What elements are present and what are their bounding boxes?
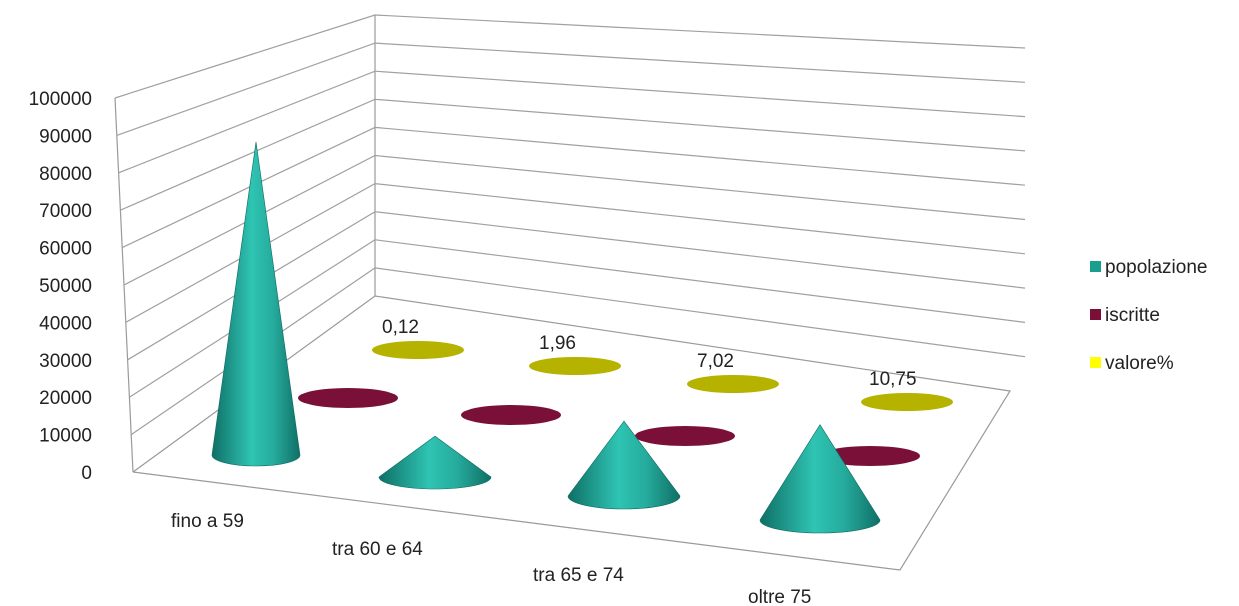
valore-data-label: 10,75: [869, 369, 917, 390]
valore-data-label: 1,96: [539, 333, 576, 354]
gridline: [114, 14, 1026, 99]
gridline: [121, 126, 1026, 249]
gridline: [123, 154, 1026, 286]
iscritte-mark: [635, 426, 735, 446]
y-tick-label: 70000: [39, 201, 92, 222]
iscritte-mark: [461, 405, 561, 425]
gridline: [116, 42, 1026, 136]
iscritte-mark: [820, 446, 920, 466]
gridline: [118, 70, 1026, 174]
y-tick-label: 20000: [39, 388, 92, 409]
valore-mark: [687, 375, 779, 393]
gridlines: [114, 14, 1026, 436]
cone-body: [211, 141, 301, 467]
gridline: [130, 267, 1026, 436]
legend-swatch-popolazione: [1090, 261, 1101, 272]
popolazione-cone: [378, 435, 492, 490]
gridline: [120, 98, 1026, 211]
valore-mark: [861, 393, 953, 411]
y-tick-label: 50000: [39, 276, 92, 297]
valore-mark: [529, 357, 621, 375]
valore-data-label: 0,12: [382, 317, 419, 338]
data-marks: [211, 141, 953, 534]
x-tick-label: tra 65 e 74: [533, 565, 624, 586]
gridline: [127, 211, 1026, 361]
y-tick-label: 40000: [39, 313, 92, 334]
iscritte-mark: [298, 388, 398, 408]
cone-body: [759, 424, 881, 534]
y-tick-label: 10000: [39, 426, 92, 447]
legend-label-valore: valore%: [1105, 353, 1174, 374]
valore-mark: [372, 341, 464, 359]
legend-label-iscritte: iscritte: [1105, 305, 1160, 326]
x-tick-label: oltre 75: [748, 587, 811, 606]
cone-body: [567, 420, 681, 510]
x-axis-tick-labels: fino a 59 tra 60 e 64 tra 65 e 74 oltre 75: [171, 511, 811, 606]
legend-swatch-valore: [1090, 357, 1101, 368]
y-tick-label: 60000: [39, 239, 92, 260]
gridline: [129, 239, 1026, 398]
y-tick-label: 30000: [39, 351, 92, 372]
legend-swatch-iscritte: [1090, 309, 1101, 320]
y-tick-label: 80000: [39, 164, 92, 185]
data-labels: 0,12 1,96 7,02 10,75: [382, 317, 917, 390]
popolazione-cone: [567, 420, 681, 510]
y-tick-label: 90000: [39, 126, 92, 147]
y-axis-tick-labels: 0 10000 20000 30000 40000 50000 60000 70000 8000…: [29, 89, 92, 484]
legend: popolazione iscritte valore%: [1090, 257, 1207, 374]
y-tick-label: 100000: [29, 89, 92, 110]
x-tick-label: fino a 59: [171, 511, 244, 532]
cone-body: [378, 435, 492, 490]
y-tick-label: 0: [81, 463, 92, 484]
popolazione-cone: [759, 424, 881, 534]
gridline: [125, 182, 1026, 323]
valore-data-label: 7,02: [697, 351, 734, 372]
x-tick-label: tra 60 e 64: [332, 539, 423, 560]
popolazione-cone: [211, 141, 301, 467]
legend-label-popolazione: popolazione: [1105, 257, 1207, 278]
floor-outline: [132, 295, 1011, 571]
